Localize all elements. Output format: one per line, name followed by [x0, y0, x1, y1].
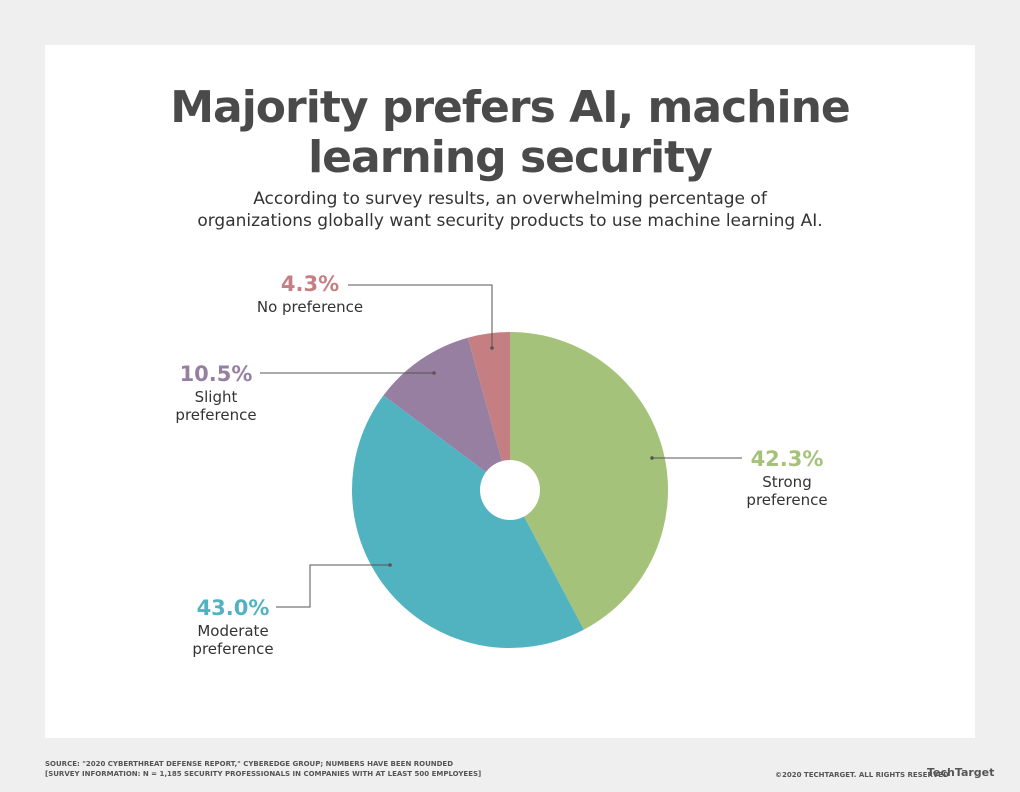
- pie-slice: [467, 332, 510, 490]
- copyright: ©2020 TECHTARGET. ALL RIGHTS RESERVED: [775, 771, 949, 779]
- callout: 42.3% Strong preference: [712, 447, 862, 509]
- leader-dot: [650, 456, 654, 460]
- value-label: 4.3%: [280, 272, 340, 296]
- pie-slice: [383, 337, 510, 490]
- callout: 43.0% Moderate preference: [158, 596, 308, 658]
- value-label: 43.0%: [196, 596, 270, 620]
- leader-line: [348, 284, 493, 348]
- category-label: Strong preference: [746, 473, 828, 509]
- value-label: 42.3%: [750, 447, 824, 471]
- donut-hole: [480, 460, 540, 520]
- logo: TechTarget: [927, 766, 995, 779]
- category-label: Moderate preference: [192, 622, 274, 658]
- value-label: 10.5%: [179, 362, 253, 386]
- callout: 10.5% Slight preference: [141, 362, 291, 424]
- pie-slice: [351, 395, 584, 649]
- leader-dot: [432, 371, 436, 375]
- chart-title: Majority prefers AI, machine learning se…: [170, 82, 850, 183]
- survey-note: [SURVEY INFORMATION: N = 1,185 SECURITY …: [45, 770, 482, 778]
- category-label: Slight preference: [175, 388, 257, 424]
- pie-slice: [510, 332, 668, 630]
- source-note: SOURCE: "2020 CYBERTHREAT DEFENSE REPORT…: [45, 760, 454, 768]
- leader-dot: [388, 563, 392, 567]
- leader-line: [276, 564, 390, 608]
- callout: 4.3% No preference: [235, 272, 385, 316]
- leader-dot: [490, 346, 494, 350]
- chart-subtitle: According to survey results, an overwhel…: [197, 189, 823, 231]
- category-label: No preference: [256, 298, 364, 316]
